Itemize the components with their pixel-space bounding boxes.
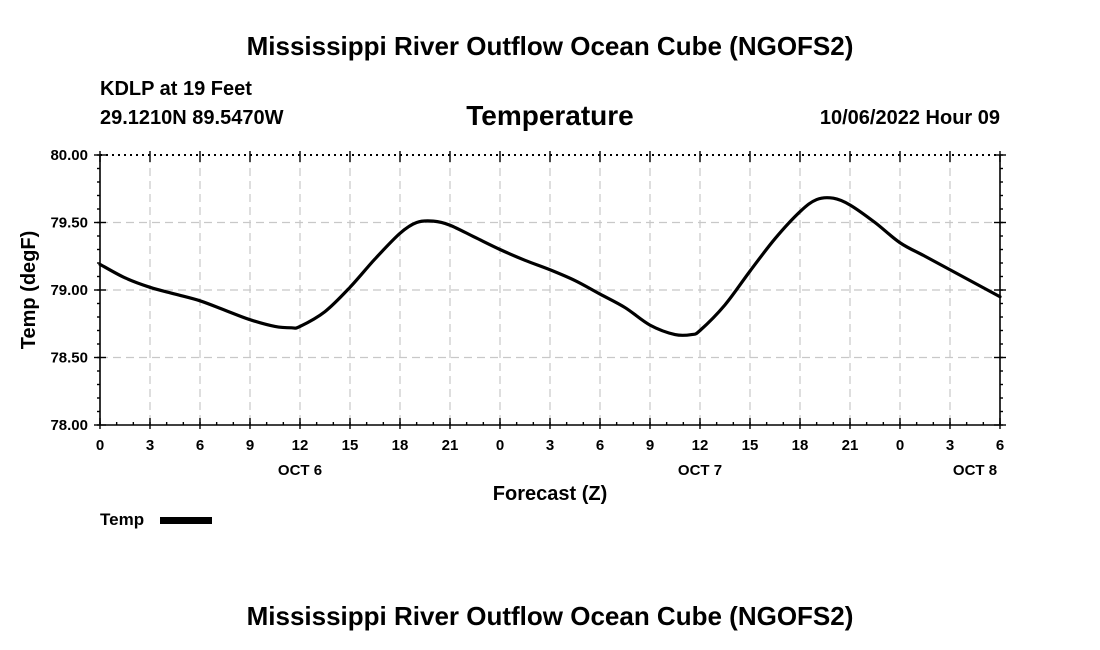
y-axis-ticks: 78.00 78.50 79.00 79.50 80.00 xyxy=(50,147,1006,434)
x-tick-label: 15 xyxy=(342,437,359,454)
x-tick-label: 15 xyxy=(742,437,759,454)
x-axis-day-labels: OCT 6 OCT 7 OCT 8 xyxy=(278,462,997,479)
x-tick-label: 12 xyxy=(692,437,709,454)
x-axis-label: Forecast (Z) xyxy=(493,483,607,505)
chart-title: Temperature xyxy=(466,100,634,131)
x-tick-label: 9 xyxy=(246,437,254,454)
footer-title: Mississippi River Outflow Ocean Cube (NG… xyxy=(247,601,854,631)
x-day-label: OCT 6 xyxy=(278,462,322,479)
x-tick-label: 21 xyxy=(442,437,459,454)
station-label: KDLP at 19 Feet xyxy=(100,78,252,100)
y-tick-label: 80.00 xyxy=(50,147,88,164)
x-day-label: OCT 8 xyxy=(953,462,997,479)
legend-label: Temp xyxy=(100,510,144,529)
x-tick-label: 0 xyxy=(96,437,104,454)
x-tick-label: 6 xyxy=(196,437,204,454)
legend-swatch xyxy=(160,517,212,524)
x-tick-label: 18 xyxy=(792,437,809,454)
y-tick-label: 79.00 xyxy=(50,282,88,299)
x-day-label: OCT 7 xyxy=(678,462,722,479)
x-tick-label: 3 xyxy=(146,437,154,454)
x-axis-ticks: 0 3 6 9 12 15 18 21 0 3 6 9 12 15 18 21 0 3 6 xyxy=(96,151,1004,454)
y-tick-label: 78.50 xyxy=(50,350,88,367)
x-tick-label: 0 xyxy=(896,437,904,454)
y-tick-label: 78.00 xyxy=(50,417,88,434)
x-tick-label: 12 xyxy=(292,437,309,454)
y-axis-label: Temp (degF) xyxy=(18,231,40,350)
series-lines xyxy=(98,196,1002,338)
x-tick-label: 0 xyxy=(496,437,504,454)
x-tick-label: 6 xyxy=(996,437,1004,454)
legend: Temp xyxy=(100,510,212,529)
y-tick-label: 79.50 xyxy=(50,215,88,232)
grid-lines xyxy=(100,155,1000,425)
x-tick-label: 6 xyxy=(596,437,604,454)
series-line-temp xyxy=(98,196,1002,338)
x-tick-label: 3 xyxy=(946,437,954,454)
page-title: Mississippi River Outflow Ocean Cube (NG… xyxy=(247,31,854,61)
forecast-datetime: 10/06/2022 Hour 09 xyxy=(820,107,1000,129)
x-tick-label: 3 xyxy=(546,437,554,454)
x-tick-label: 18 xyxy=(392,437,409,454)
station-coordinates: 29.1210N 89.5470W xyxy=(100,107,284,129)
x-tick-label: 9 xyxy=(646,437,654,454)
x-tick-label: 21 xyxy=(842,437,859,454)
